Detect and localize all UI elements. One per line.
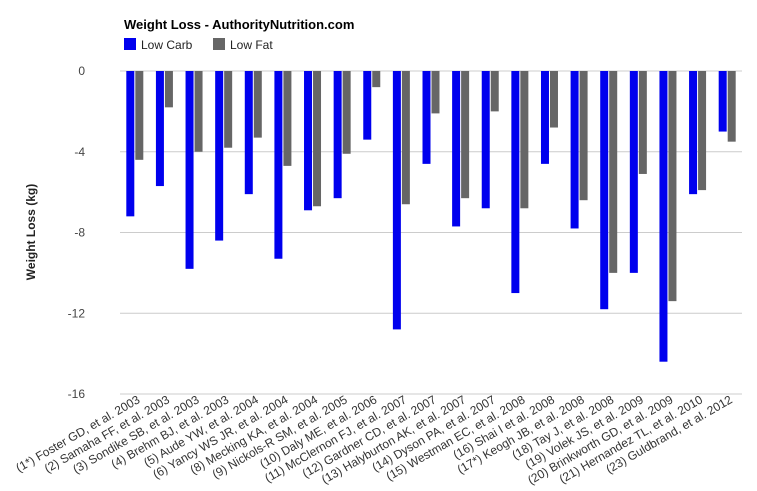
bar-low-carb[interactable] [155,71,164,187]
bar-low-carb[interactable] [363,71,372,140]
bar-low-fat[interactable] [461,71,470,199]
bar-low-fat[interactable] [135,71,144,160]
bar-low-fat[interactable] [194,71,203,152]
bar-low-fat[interactable] [401,71,410,205]
bar-low-fat[interactable] [164,71,173,108]
bar-low-fat[interactable] [431,71,440,114]
bar-low-fat[interactable] [313,71,322,207]
bar-low-fat[interactable] [579,71,588,201]
bar-low-fat[interactable] [490,71,499,112]
bar-low-carb[interactable] [126,71,135,217]
bar-low-carb[interactable] [333,71,342,199]
bar-low-fat[interactable] [609,71,618,273]
legend[interactable]: Low Carb Low Fat [124,38,273,52]
bar-low-carb[interactable] [511,71,520,294]
y-tick-label: 0 [78,64,85,78]
bar-low-fat[interactable] [638,71,647,174]
bar-low-carb[interactable] [718,71,727,132]
bar-low-carb[interactable] [422,71,431,164]
bar-low-fat[interactable] [549,71,558,128]
bar-low-fat[interactable] [253,71,262,138]
bar-low-carb[interactable] [629,71,638,273]
legend-swatch-low-fat [213,38,225,50]
bar-low-carb[interactable] [659,71,668,362]
y-tick-label: -4 [74,145,85,159]
bar-low-carb[interactable] [274,71,283,259]
bar-low-carb[interactable] [600,71,609,310]
bar-low-fat[interactable] [727,71,736,142]
bar-low-carb[interactable] [452,71,461,227]
bar-low-carb[interactable] [185,71,194,269]
y-tick-label: -16 [68,387,86,401]
bar-low-carb[interactable] [481,71,490,209]
bar-low-carb[interactable] [244,71,253,195]
bar-low-fat[interactable] [668,71,677,302]
bar-low-fat[interactable] [698,71,707,191]
bar-low-fat[interactable] [520,71,529,209]
bar-low-carb[interactable] [304,71,313,211]
legend-label-low-carb: Low Carb [141,38,193,52]
bar-low-fat[interactable] [372,71,381,88]
y-tick-label: -8 [74,226,85,240]
legend-label-low-fat: Low Fat [230,38,273,52]
bar-low-carb[interactable] [215,71,224,241]
bar-low-fat[interactable] [283,71,292,166]
bar-low-carb[interactable] [392,71,401,330]
bar-low-fat[interactable] [342,71,351,154]
legend-swatch-low-carb [124,38,136,50]
bar-low-carb[interactable] [540,71,549,164]
bar-low-fat[interactable] [224,71,233,148]
bar-low-carb[interactable] [570,71,579,229]
chart-title: Weight Loss - AuthorityNutrition.com [124,17,354,32]
bar-low-carb[interactable] [689,71,698,195]
y-axis-label: Weight Loss (kg) [24,184,38,280]
y-tick-label: -12 [68,306,86,320]
